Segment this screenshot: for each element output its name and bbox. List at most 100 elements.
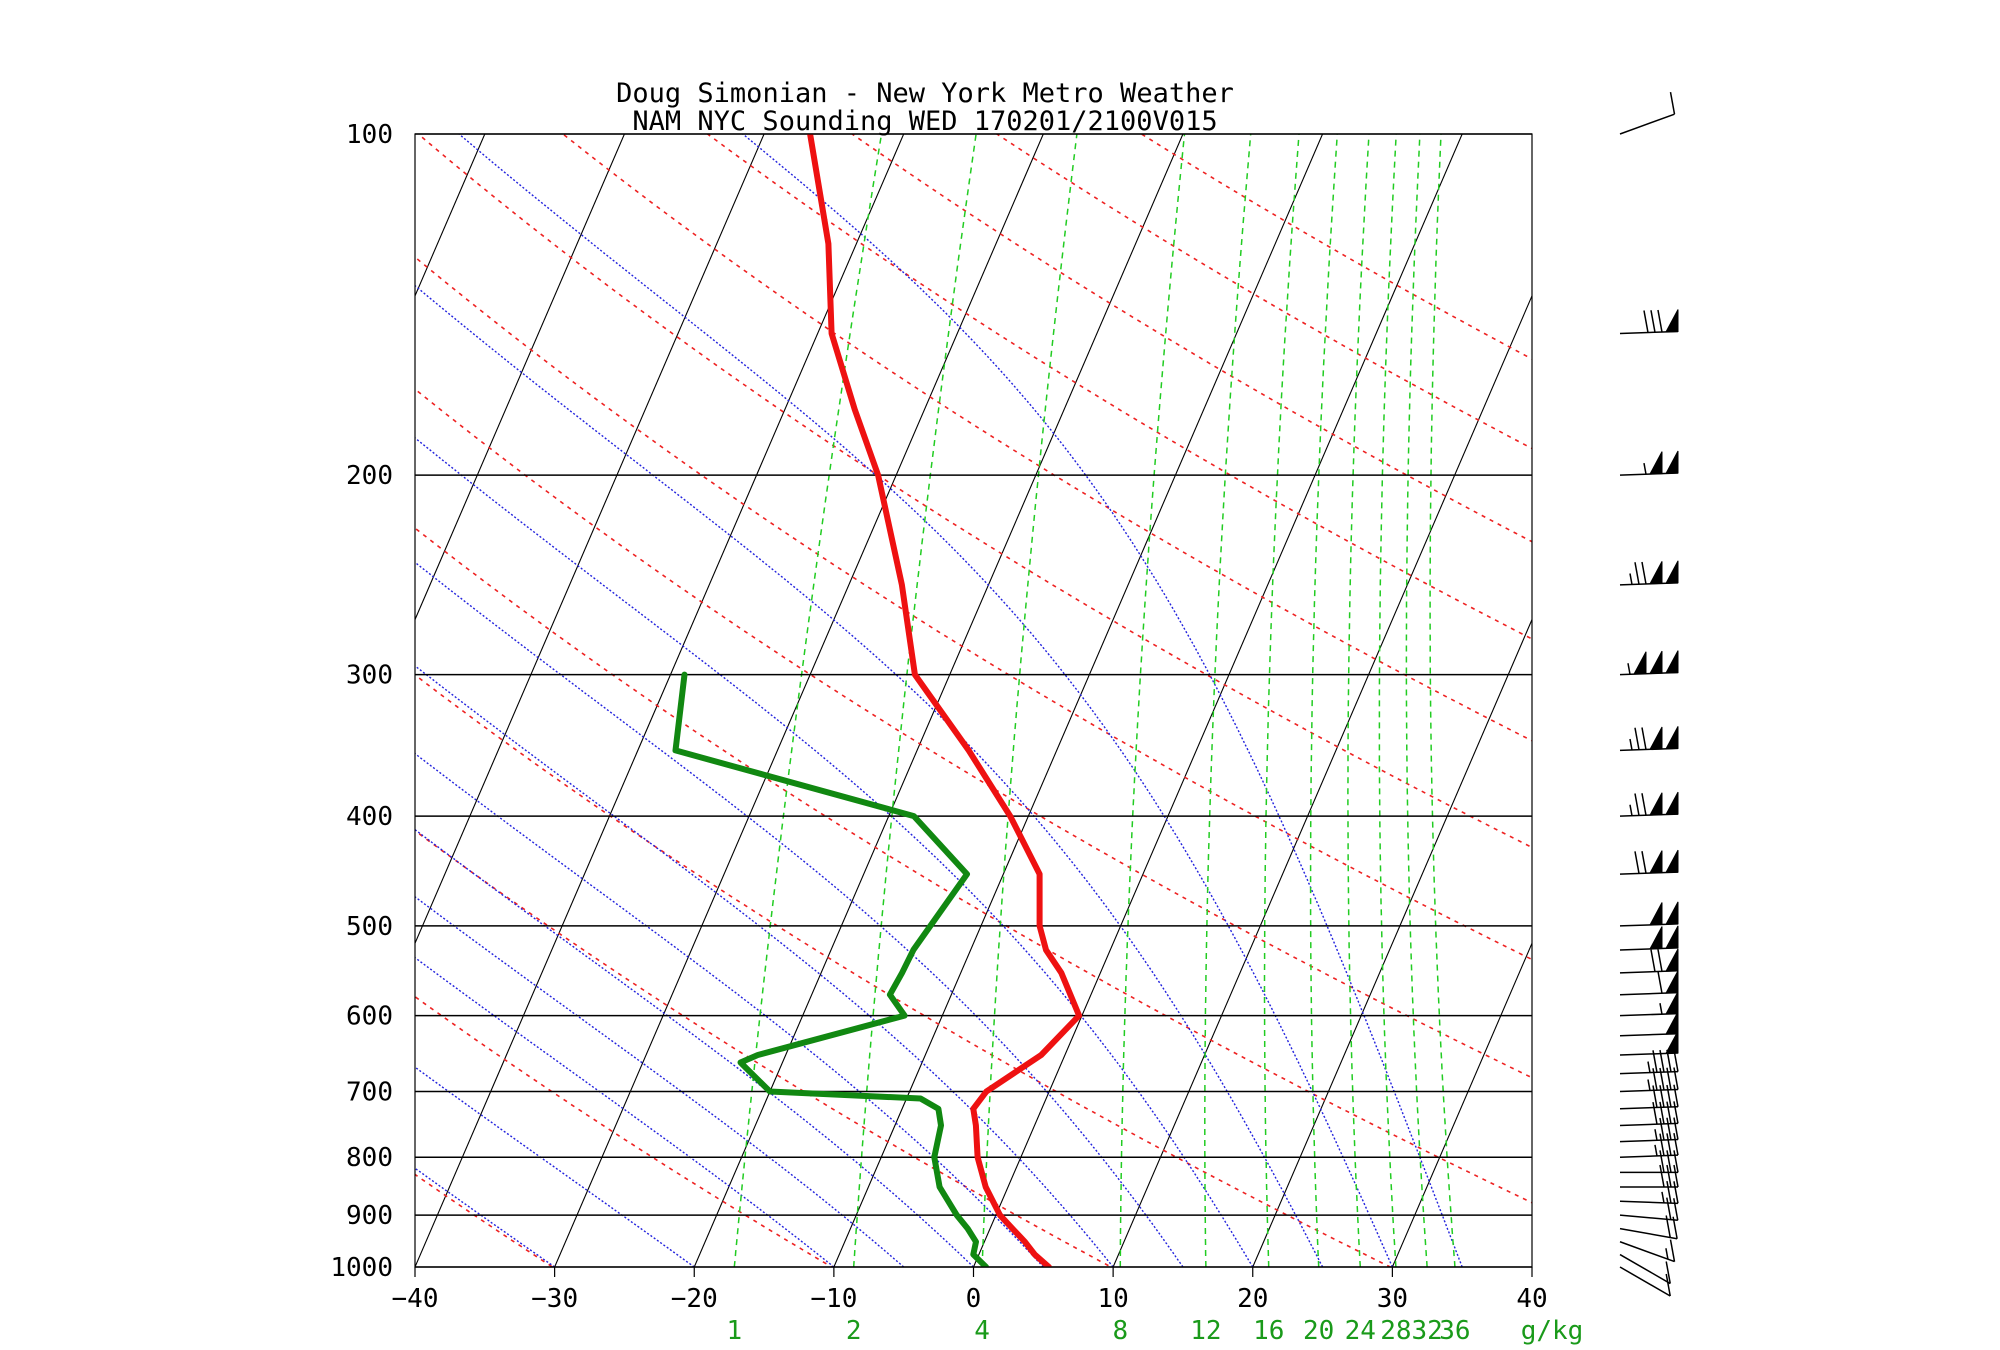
mixing-ratio-unit: g/kg bbox=[1521, 1316, 1584, 1346]
moist-adiabat bbox=[742, 134, 1463, 1267]
wind-barb bbox=[1619, 1266, 1671, 1297]
background-lines bbox=[0, 134, 1532, 1267]
moist-adiabat bbox=[458, 134, 1394, 1267]
pressure-tick-label: 1000 bbox=[330, 1253, 393, 1283]
moist-adiabat bbox=[415, 284, 1324, 1267]
wind-barb bbox=[1619, 560, 1679, 586]
mixing-ratio-line bbox=[733, 134, 883, 1267]
mixing-ratio-line bbox=[1263, 134, 1300, 1267]
moist-adiabat bbox=[415, 664, 1114, 1267]
dry-adiabat bbox=[1139, 134, 1532, 360]
pressure-tick-label: 700 bbox=[346, 1077, 393, 1107]
moist-adiabat bbox=[415, 828, 974, 1267]
wind-barb bbox=[1619, 901, 1679, 927]
plot-frame bbox=[414, 133, 1533, 1268]
wind-barb bbox=[1619, 1084, 1679, 1110]
isotherm bbox=[833, 134, 1324, 1267]
mixing-ratio-line bbox=[1429, 134, 1456, 1267]
wind-barb bbox=[1619, 991, 1679, 1017]
dry-adiabat bbox=[415, 388, 1532, 1079]
temperature-tick-label: 0 bbox=[966, 1284, 982, 1314]
wind-barb bbox=[1619, 849, 1679, 875]
dewpoint-profile bbox=[672, 671, 990, 1267]
pressure-tick-label: 600 bbox=[346, 1002, 393, 1032]
temperature-tick-label: −40 bbox=[392, 1284, 439, 1314]
temperature-profile bbox=[807, 134, 1083, 1267]
chart-title-line-2: NAM NYC Sounding WED 170201/2100V015 bbox=[632, 106, 1217, 137]
pressure-axis-labels: 100 200 300 400 500 600 700 800 900 1000 bbox=[330, 120, 393, 1283]
mixing-ratio-tick-label: 4 bbox=[974, 1316, 990, 1346]
temperature-tick-label: 40 bbox=[1516, 1284, 1547, 1314]
isotherm bbox=[972, 134, 1463, 1267]
chart-title-line-1: Doug Simonian - New York Metro Weather bbox=[616, 78, 1234, 109]
wind-barb bbox=[1619, 1030, 1679, 1056]
wind-barb bbox=[1619, 726, 1679, 752]
moist-adiabat bbox=[415, 752, 1044, 1267]
mixing-ratio-tick-label: 28 bbox=[1380, 1316, 1411, 1346]
temperature-tick-label: 10 bbox=[1097, 1284, 1128, 1314]
dry-adiabat bbox=[415, 527, 1532, 1204]
isotherm bbox=[415, 134, 486, 298]
mixing-ratio-tick-label: 36 bbox=[1439, 1316, 1470, 1346]
mixing-ratio-tick-label: 1 bbox=[727, 1316, 743, 1346]
wind-barbs bbox=[1619, 92, 1679, 1297]
wind-barb bbox=[1620, 1150, 1679, 1174]
moist-adiabat bbox=[415, 1167, 556, 1267]
isotherm bbox=[1252, 618, 1532, 1267]
mixing-ratio-line bbox=[852, 134, 977, 1267]
dry-adiabat bbox=[850, 134, 1532, 543]
temperature-tick-label: 30 bbox=[1377, 1284, 1408, 1314]
isotherm bbox=[1531, 1265, 1532, 1267]
dry-adiabat bbox=[995, 134, 1532, 450]
mixing-ratio-line bbox=[1378, 134, 1397, 1267]
mixing-ratio-tick-label: 20 bbox=[1303, 1316, 1334, 1346]
pressure-tick-label: 200 bbox=[346, 461, 393, 491]
dry-adiabat bbox=[415, 1173, 554, 1267]
temperature-tick-label: −30 bbox=[531, 1284, 578, 1314]
mixing-ratio-tick-label: 16 bbox=[1253, 1316, 1284, 1346]
moist-adiabat bbox=[415, 436, 1254, 1267]
mixing-ratio-line bbox=[1204, 134, 1252, 1267]
temperature-axis-labels: −40 −30 −20 −10 0 10 20 30 40 bbox=[392, 1267, 1548, 1314]
isotherm bbox=[554, 134, 1044, 1267]
mixing-ratio-tick-label: 2 bbox=[846, 1316, 862, 1346]
wind-barb bbox=[1619, 970, 1679, 996]
wind-barb bbox=[1619, 450, 1679, 476]
sounding-profiles bbox=[672, 134, 1083, 1267]
moist-adiabat bbox=[415, 895, 905, 1267]
mixing-ratio-line bbox=[1347, 134, 1370, 1267]
wind-barb bbox=[1620, 1164, 1679, 1188]
wind-barb bbox=[1619, 925, 1679, 951]
wind-barb bbox=[1619, 92, 1676, 135]
mixing-ratio-line bbox=[981, 134, 1078, 1267]
pressure-tick-label: 800 bbox=[346, 1143, 393, 1173]
moist-adiabat bbox=[415, 561, 1184, 1267]
wind-barb bbox=[1619, 1133, 1679, 1158]
isotherm bbox=[415, 134, 625, 621]
isotherm bbox=[415, 134, 765, 945]
wind-barb bbox=[1619, 1117, 1679, 1143]
dry-adiabat bbox=[415, 256, 1532, 961]
wind-barb bbox=[1619, 1180, 1679, 1205]
wind-barb bbox=[1619, 1253, 1671, 1285]
isotherm bbox=[415, 134, 905, 1267]
temperature-tick-label: −10 bbox=[810, 1284, 857, 1314]
pressure-tick-label: 100 bbox=[346, 120, 393, 150]
isotherm bbox=[1112, 294, 1532, 1267]
dry-adiabat bbox=[415, 995, 834, 1267]
isotherm bbox=[0, 134, 206, 1267]
wind-barb bbox=[1619, 1011, 1679, 1037]
dry-adiabat bbox=[416, 134, 1532, 849]
mixing-ratio-tick-label: 12 bbox=[1190, 1316, 1221, 1346]
wind-barb bbox=[1619, 1197, 1679, 1221]
isotherm bbox=[0, 134, 66, 1267]
mixing-ratio-tick-label: 24 bbox=[1345, 1316, 1376, 1346]
pressure-tick-label: 300 bbox=[346, 661, 393, 691]
dry-adiabat bbox=[415, 673, 1393, 1267]
temperature-tick-label: 20 bbox=[1237, 1284, 1268, 1314]
wind-barb bbox=[1619, 791, 1679, 817]
dry-adiabat bbox=[561, 134, 1532, 742]
dry-adiabat bbox=[415, 829, 1113, 1267]
